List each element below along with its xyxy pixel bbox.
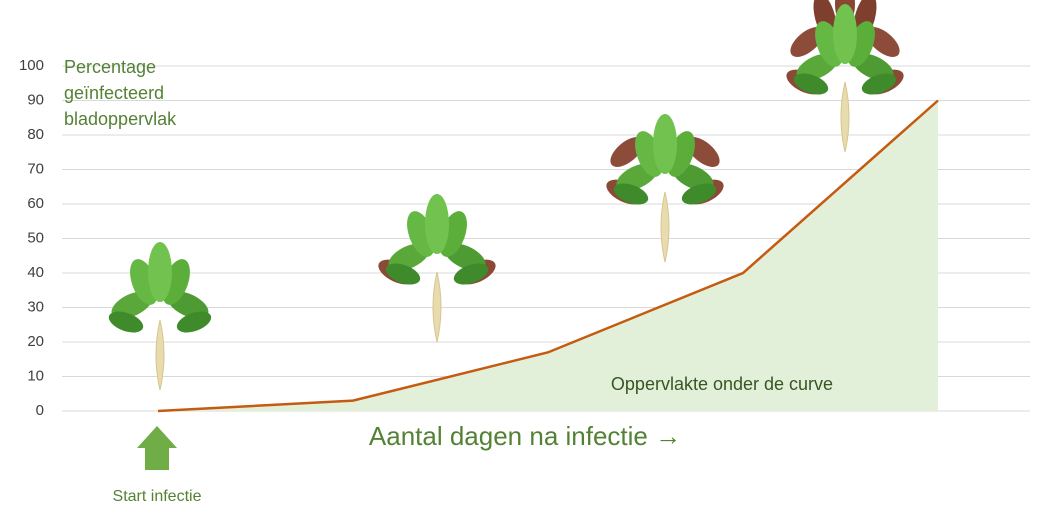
start-label: Start infectie [113,488,202,505]
y-tick-label: 70 [27,160,44,177]
start-arrow [137,426,177,470]
y-tick-label: 80 [27,126,44,143]
y-axis-label: Percentage geïnfecteerd bladoppervlak [64,57,177,129]
x-axis-label: Aantal dagen na infectie → [369,421,681,451]
y-tick-label: 50 [27,229,44,246]
y-tick-label: 10 [27,367,44,384]
y-tick-label: 100 [19,57,44,74]
area-label: Oppervlakte onder de curve [611,374,833,394]
y-tick-label: 40 [27,264,44,281]
y-tick-label: 90 [27,91,44,108]
y-tick-label: 20 [27,333,44,350]
line [157,99,939,413]
y-tick-label: 0 [36,402,44,419]
y-tick-label: 60 [27,195,44,212]
area [158,100,938,411]
y-tick-label: 30 [27,298,44,315]
